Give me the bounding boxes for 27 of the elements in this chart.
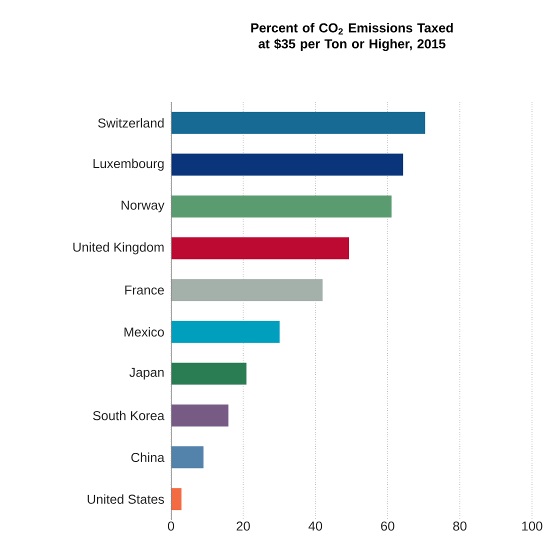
bar xyxy=(171,195,392,218)
x-tick-label: 0 xyxy=(168,522,174,531)
chart-title: Percent of CO$_{2}$ Emissions Taxed at $35 per Ton or Higher, 2015 xyxy=(251,22,453,52)
bar xyxy=(171,488,182,510)
y-tick-label: France xyxy=(125,286,164,295)
y-tick-label: China xyxy=(131,452,164,462)
bar xyxy=(171,279,323,302)
y-tick-label: United States xyxy=(88,494,164,504)
x-tick-label: 80 xyxy=(453,522,467,531)
y-tick-label: Norway xyxy=(122,200,164,212)
y-tick-label: Luxembourg xyxy=(94,158,164,171)
bar xyxy=(171,404,228,426)
bar xyxy=(171,237,349,260)
y-tick-label: United Kingdom xyxy=(73,242,164,254)
bar xyxy=(171,320,280,343)
x-tick-label: 60 xyxy=(381,522,394,531)
y-tick-label: Switzerland xyxy=(98,118,164,128)
bar xyxy=(171,154,404,176)
x-tick-label: 20 xyxy=(236,522,250,531)
bar xyxy=(171,446,204,468)
x-tick-label: 40 xyxy=(308,522,322,531)
bar xyxy=(171,362,246,385)
y-tick-label: South Korea xyxy=(93,410,164,420)
bar xyxy=(171,112,426,134)
x-tick-label: 100 xyxy=(522,522,542,531)
y-tick-label: Japan xyxy=(129,368,164,380)
y-tick-label: Mexico xyxy=(124,327,164,337)
